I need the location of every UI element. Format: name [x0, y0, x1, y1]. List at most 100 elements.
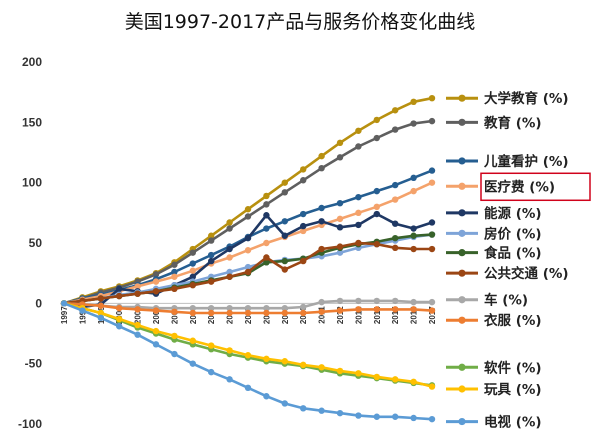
data-point — [355, 221, 362, 229]
data-point — [318, 407, 325, 414]
data-point — [171, 332, 178, 340]
data-point — [410, 306, 417, 313]
data-point — [152, 271, 160, 278]
data-point — [244, 206, 252, 213]
data-point — [244, 234, 252, 242]
data-point — [226, 376, 233, 383]
data-point — [116, 292, 123, 300]
x-tick-label: 1998 — [78, 306, 87, 324]
data-point — [281, 309, 288, 317]
legend-highlight-box — [480, 172, 591, 202]
series-电视 — [60, 300, 436, 423]
data-point — [281, 218, 288, 225]
data-point — [281, 266, 288, 273]
data-point — [318, 308, 325, 315]
data-point — [226, 225, 233, 232]
data-point — [300, 309, 307, 317]
data-point — [244, 384, 252, 391]
data-point — [226, 254, 233, 261]
data-point — [189, 273, 196, 280]
legend-item-食品: 食品 (%) — [446, 245, 542, 262]
legend-label: 食品 (%) — [484, 245, 542, 262]
data-point — [410, 245, 417, 253]
data-point — [318, 164, 325, 172]
data-point — [208, 251, 215, 259]
legend-label: 房价 (%) — [484, 225, 542, 242]
data-point — [355, 143, 362, 150]
data-point — [152, 327, 160, 335]
x-tick-label: 2017 — [428, 306, 437, 324]
data-point — [226, 268, 233, 276]
x-tick-label: 2001 — [134, 306, 143, 324]
data-point — [263, 355, 270, 363]
data-point — [428, 219, 436, 226]
series-公共交通 — [60, 239, 436, 307]
data-point — [392, 413, 399, 420]
data-point — [410, 187, 417, 195]
data-point — [97, 295, 105, 302]
data-point — [152, 341, 160, 348]
data-point — [152, 307, 160, 314]
legend-item-软件: 软件 (%) — [446, 359, 542, 376]
data-point — [116, 304, 123, 312]
data-point — [355, 239, 362, 247]
data-point — [410, 225, 417, 232]
y-tick-label: -50 — [25, 357, 43, 371]
data-point — [428, 245, 436, 253]
data-point — [318, 364, 325, 371]
data-point — [263, 212, 270, 219]
legend-item-儿童看护: 儿童看护 (%) — [446, 153, 569, 170]
data-point — [355, 306, 362, 313]
data-point — [171, 261, 178, 268]
legend-label: 儿童看护 (%) — [483, 153, 569, 170]
legend-marker — [458, 229, 466, 237]
data-point — [336, 307, 344, 314]
data-point — [355, 297, 362, 305]
data-point — [428, 95, 436, 102]
data-point — [226, 347, 233, 354]
legend-item-衣服: 衣服 (%) — [446, 312, 542, 329]
data-point — [152, 288, 160, 295]
data-point — [116, 323, 123, 330]
data-point — [318, 245, 325, 253]
data-point — [410, 174, 417, 182]
data-point — [392, 244, 399, 252]
legend-marker — [458, 182, 466, 190]
data-point — [134, 290, 141, 297]
legend-label: 衣服 (%) — [484, 312, 542, 329]
data-point — [263, 192, 270, 200]
data-point — [300, 227, 307, 235]
data-point — [263, 393, 270, 400]
data-point — [244, 309, 252, 317]
legend-marker — [458, 269, 466, 277]
data-point — [134, 331, 141, 338]
y-axis: -100 -50 0 50 100 150 200 — [18, 55, 42, 431]
data-point — [410, 378, 417, 385]
x-tick-label: 2013 — [354, 306, 363, 324]
data-point — [300, 222, 307, 230]
data-point — [281, 257, 288, 265]
data-point — [97, 309, 105, 317]
data-point — [336, 297, 344, 305]
data-point — [373, 203, 380, 210]
data-point — [189, 282, 196, 289]
data-point — [355, 209, 362, 217]
data-point — [281, 304, 288, 312]
data-point — [244, 247, 252, 254]
series-衣服 — [60, 300, 436, 317]
legend-item-能源: 能源 (%) — [446, 205, 542, 222]
data-point — [281, 232, 288, 239]
data-point — [189, 260, 196, 267]
data-point — [336, 154, 344, 161]
y-tick-label: 150 — [22, 115, 42, 129]
data-point — [60, 300, 68, 307]
data-point — [263, 239, 270, 247]
data-point — [300, 177, 307, 184]
data-point — [263, 201, 270, 208]
legend-item-公共交通: 公共交通 (%) — [446, 265, 569, 282]
data-point — [226, 309, 233, 317]
legend-label: 公共交通 (%) — [484, 265, 569, 282]
data-point — [392, 196, 399, 203]
data-point — [263, 225, 270, 232]
